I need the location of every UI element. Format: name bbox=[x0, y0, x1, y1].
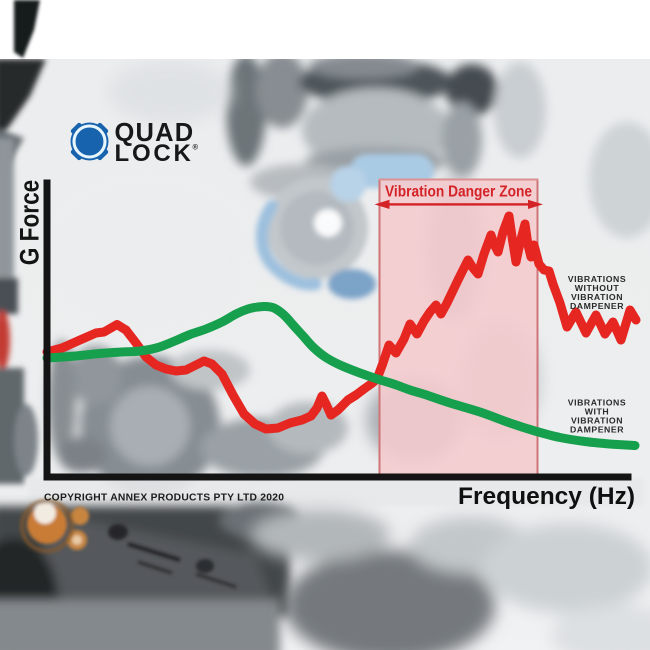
svg-text:VIBRATIONS: VIBRATIONS bbox=[568, 274, 626, 284]
svg-text:COPYRIGHT ANNEX PRODUCTS PTY L: COPYRIGHT ANNEX PRODUCTS PTY LTD 2020 bbox=[44, 493, 284, 504]
svg-text:Frequency (Hz): Frequency (Hz) bbox=[458, 483, 635, 510]
svg-text:DAMPENER: DAMPENER bbox=[570, 424, 624, 434]
svg-text:LOCK: LOCK bbox=[115, 140, 194, 167]
svg-text:VIBRATION: VIBRATION bbox=[571, 416, 623, 426]
svg-text:WITH: WITH bbox=[585, 407, 609, 417]
svg-text:G Force: G Force bbox=[14, 180, 44, 266]
svg-text:®: ® bbox=[193, 143, 199, 152]
svg-text:QUAD: QUAD bbox=[115, 119, 195, 147]
svg-text:WITHOUT: WITHOUT bbox=[575, 283, 620, 293]
svg-text:Vibration Danger Zone: Vibration Danger Zone bbox=[385, 184, 532, 201]
svg-text:DAMPENER: DAMPENER bbox=[570, 301, 624, 311]
svg-text:VIBRATIONS: VIBRATIONS bbox=[568, 398, 626, 408]
svg-text:VIBRATION: VIBRATION bbox=[571, 292, 623, 302]
